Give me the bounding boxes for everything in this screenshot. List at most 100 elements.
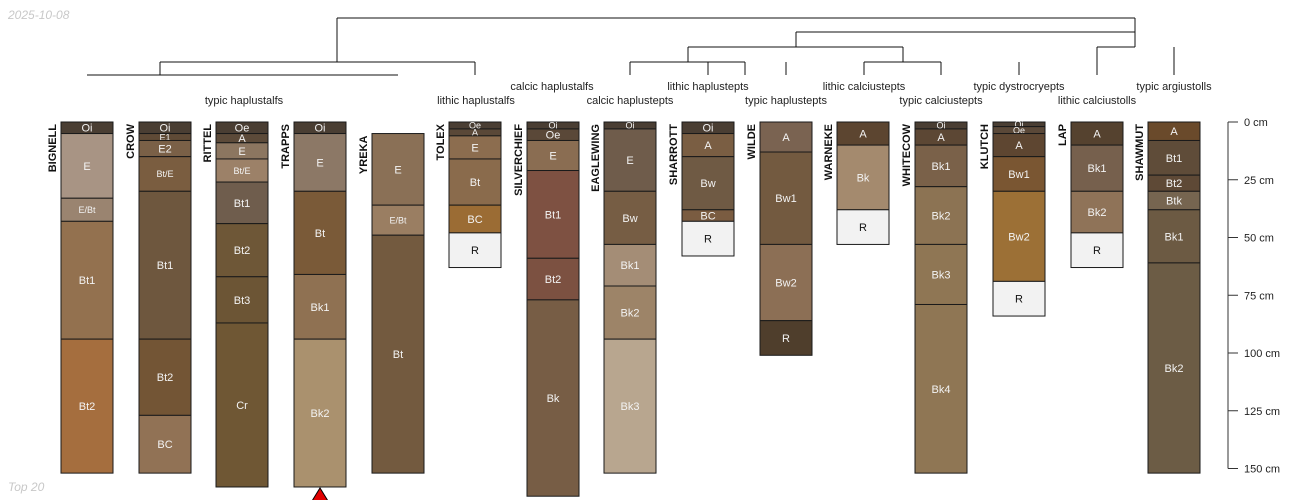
profile-name: TRAPPS [280, 124, 292, 169]
axis-tick-label: 25 cm [1244, 175, 1274, 187]
horizon-label: R [471, 245, 479, 257]
horizon-label: E [83, 161, 90, 173]
horizon-label: A [238, 133, 246, 145]
horizon-label: Bt [393, 349, 403, 361]
axis-tick-label: 100 cm [1244, 348, 1280, 360]
horizon-label: R [1015, 294, 1023, 306]
horizon-label: A [937, 132, 945, 144]
horizon-label: Bt2 [157, 372, 174, 384]
horizon-whitecow-bk2 [914, 186, 968, 245]
horizon-silverchief-bt1 [526, 170, 580, 259]
horizon-label: Bk2 [1088, 207, 1107, 219]
horizon-trapps-e [293, 133, 347, 192]
horizon-label: R [782, 333, 790, 345]
horizon-label: R [1093, 245, 1101, 257]
footer-label: Top 20 [8, 480, 45, 494]
horizon-label: Bw [700, 178, 715, 190]
profile-wilde: A Bw1 Bw2 R WILDE [746, 121, 813, 356]
horizon-label: Bw2 [1008, 231, 1029, 243]
horizon-label: Bt [315, 228, 325, 240]
horizon-label: Oi [82, 123, 93, 135]
horizon-label: Bk3 [621, 401, 640, 413]
horizon-whitecow-bk3 [914, 243, 968, 305]
horizon-warneke-r [836, 209, 890, 245]
horizon-silverchief-e [526, 139, 580, 172]
horizon-lap-bk1 [1070, 144, 1124, 192]
horizon-eaglewing-e [603, 128, 657, 192]
horizon-label: E [316, 157, 323, 169]
horizon-crow-bt1 [138, 190, 192, 340]
horizon-eaglewing-bw [603, 190, 657, 245]
horizon-label: Bt/E [233, 166, 250, 176]
profile-name: EAGLEWING [590, 124, 602, 192]
horizon-label: Bk1 [311, 302, 330, 314]
taxon-label: lithic calciustepts [823, 81, 906, 93]
horizon-wilde-bw1 [759, 151, 813, 245]
horizon-label: Bt1 [234, 198, 251, 210]
horizon-label: BC [700, 211, 715, 223]
horizon-label: Bk1 [1165, 231, 1184, 243]
horizon-crow-bc [138, 414, 192, 474]
profile-name: KLUTCH [979, 124, 991, 169]
horizon-label: E [238, 146, 245, 158]
horizon-trapps-bk2 [293, 338, 347, 488]
horizon-klutch-bw2 [992, 190, 1046, 282]
horizon-label: Bt1 [545, 209, 562, 221]
horizon-label: Bt2 [234, 245, 251, 257]
profile-name: CROW [125, 123, 137, 158]
taxon-label: typic haplustalfs [205, 95, 284, 107]
taxon-label: calcic haplustalfs [510, 81, 594, 93]
horizon-label: Oe [469, 121, 481, 131]
horizon-label: Oi [626, 121, 635, 131]
truncation-marker-icon [312, 487, 328, 500]
horizon-label: Bk1 [621, 260, 640, 272]
taxa-labels: typic haplustalfs calcic haplustalfs lithi… [205, 81, 1212, 107]
taxon-label: lithic haplustalfs [437, 95, 515, 107]
axis-tick-label: 125 cm [1244, 406, 1280, 418]
profile-name: SHAWMUT [1134, 124, 1146, 181]
horizon-label: E2 [158, 144, 171, 156]
taxon-label: lithic haplustepts [667, 81, 749, 93]
axis-tick-label: 150 cm [1244, 464, 1280, 476]
horizon-wilde-a [759, 121, 813, 153]
horizon-label: Oi [549, 121, 558, 131]
horizon-label: Bk [547, 393, 560, 405]
horizon-label: E [394, 164, 401, 176]
horizon-label: Oi [315, 123, 326, 135]
profile-sharrott: Oi A Bw BC R SHARROTT [668, 121, 735, 257]
horizon-label: Bt1 [157, 260, 174, 272]
horizon-label: E/Bt [389, 215, 407, 225]
horizon-label: Bk1 [1088, 163, 1107, 175]
taxon-label: lithic calciustolls [1058, 95, 1137, 107]
horizon-label: E [549, 150, 556, 162]
horizon-label: E [626, 155, 633, 167]
horizon-label: A [859, 129, 867, 141]
horizon-wilde-r [759, 320, 813, 356]
horizon-label: Bk2 [932, 211, 951, 223]
profile-name: YREKA [358, 136, 370, 175]
horizon-sharrott-bw [681, 156, 735, 211]
horizon-label: E [471, 142, 478, 154]
profile-name: WILDE [746, 124, 758, 159]
horizon-label: Cr [236, 400, 248, 412]
date-label: 2025-10-08 [8, 8, 70, 22]
depth-axis: 0 cm 25 cm 50 cm 75 cm 100 cm 125 cm 150 cm [1227, 117, 1280, 476]
horizon-sharrott-r [681, 220, 735, 257]
horizon-label: Oi [937, 121, 946, 131]
horizon-eaglewing-bk3 [603, 338, 657, 474]
profile-trapps: Oi E Bt Bk1 Bk2 TRAPPS [280, 121, 347, 500]
horizon-yreka-e-bt [371, 204, 425, 236]
horizon-tolex-r [448, 232, 502, 269]
horizon-label: BC [157, 439, 172, 451]
horizon-label: R [859, 222, 867, 234]
horizon-label: Bt/E [156, 169, 173, 179]
horizon-label: R [704, 234, 712, 246]
horizon-yreka-bt [371, 234, 425, 474]
profile-name: WARNEKE [823, 124, 835, 180]
